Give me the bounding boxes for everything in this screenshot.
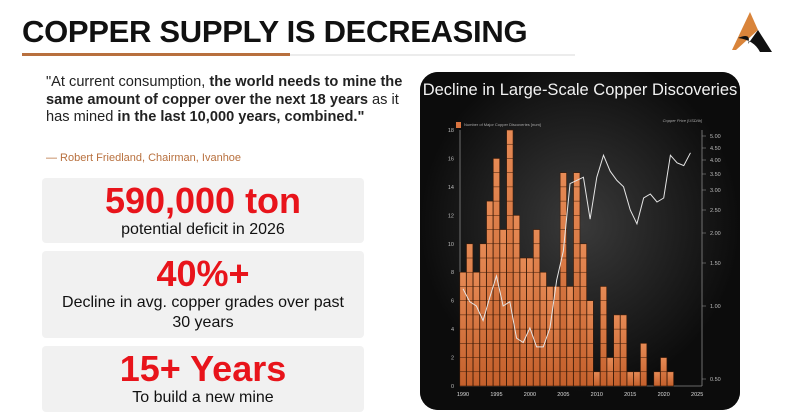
- y-left-tick-label: 16: [448, 156, 454, 162]
- y-left-tick-label: 12: [448, 213, 454, 219]
- bar: [546, 286, 554, 387]
- bar: [533, 229, 541, 387]
- quote-part-bold: in the last 10,000 years, combined.": [117, 109, 365, 125]
- y-right-tick-label: 4.50: [710, 146, 721, 152]
- bar: [626, 371, 634, 387]
- copper-price-line: [462, 152, 691, 348]
- bar: [593, 371, 601, 387]
- x-tick-label: 2015: [624, 392, 636, 398]
- bar: [653, 371, 661, 387]
- y-left-tick-label: 4: [451, 327, 454, 333]
- stat-label: To build a new mine: [132, 389, 274, 406]
- stat-label: Decline in avg. copper grades over past …: [62, 294, 344, 331]
- stat-card-mine-time: 15+ Years To build a new mine: [42, 346, 364, 412]
- stat-card-grades: 40%+ Decline in avg. copper grades over …: [42, 251, 364, 338]
- y-left-tick-label: 6: [451, 299, 454, 305]
- stat-value: 590,000 ton: [104, 180, 302, 221]
- y-left-tick-label: 0: [451, 384, 454, 390]
- stat-value: 40%+: [156, 253, 250, 294]
- bar: [553, 286, 561, 387]
- bar: [499, 229, 507, 387]
- y-left-tick-label: 18: [448, 128, 454, 134]
- x-tick-label: 2010: [591, 392, 603, 398]
- y-right-tick-label: 4.00: [710, 158, 721, 164]
- x-tick-label: 2005: [557, 392, 569, 398]
- bar: [666, 371, 674, 387]
- bar: [599, 286, 607, 387]
- page-title: COPPER SUPPLY IS DECREASING: [22, 14, 528, 49]
- bar: [613, 314, 621, 387]
- company-logo: [732, 12, 772, 52]
- quote-part: "At current consumption,: [46, 74, 210, 90]
- bar: [620, 314, 628, 387]
- y-right-tick-label: 1.50: [710, 261, 721, 267]
- quote-attribution: — Robert Friedland, Chairman, Ivanhoe: [46, 152, 242, 164]
- discoveries-chart: 0 2 4 6 8 10 12 14 16 18 1990 1995 2000 2005 2010 2015 2…: [420, 72, 740, 410]
- x-tick-label: 1990: [457, 392, 469, 398]
- quote-part: as it has mined: [46, 91, 399, 126]
- quote-text: "At current consumption, the world needs…: [46, 74, 426, 127]
- x-tick-label: 2000: [524, 392, 536, 398]
- x-tick-label: 2025: [691, 392, 703, 398]
- title-divider: [22, 54, 575, 56]
- y-right-tick-label: 1.00: [710, 304, 721, 310]
- bar: [559, 172, 567, 387]
- stat-value: 15+ Years: [119, 348, 287, 389]
- y-left-tick-label: 2: [451, 356, 454, 362]
- y-right-tick-label: 2.00: [710, 231, 721, 237]
- bar: [519, 257, 527, 387]
- y-left-tick-label: 14: [448, 185, 454, 191]
- bar: [633, 371, 641, 387]
- y-left-tick-label: 8: [451, 270, 454, 276]
- y-right-tick-label: 0.50: [710, 377, 721, 383]
- chart-panel: 0 2 4 6 8 10 12 14 16 18 1990 1995 2000 2005 2010 2015 2…: [420, 72, 740, 410]
- chart-title: Decline in Large-Scale Copper Discoverie…: [422, 81, 738, 99]
- bar: [526, 257, 534, 387]
- legend-bar-swatch: [456, 122, 461, 128]
- bar: [566, 286, 574, 387]
- bar: [640, 343, 648, 387]
- legend-bar-label: Number of Major Copper Discoveries [num]: [464, 122, 541, 127]
- y-right-tick-label: 3.00: [710, 188, 721, 194]
- y-right-tick-label: 3.50: [710, 172, 721, 178]
- stat-card-deficit: 590,000 ton potential deficit in 2026: [42, 178, 364, 243]
- legend-line-label: Copper Price [USD/lb]: [663, 118, 703, 123]
- stat-label: potential deficit in 2026: [121, 221, 285, 238]
- bar: [486, 200, 494, 387]
- y-right-tick-label: 5.00: [710, 134, 721, 140]
- quote-part-bold: the world needs to mine the same amount …: [46, 74, 403, 108]
- y-left-tick-label: 10: [448, 242, 454, 248]
- title-accent-bar: [22, 53, 290, 56]
- y-right-tick-label: 2.50: [710, 208, 721, 214]
- x-tick-label: 2020: [658, 392, 670, 398]
- bar: [573, 172, 581, 387]
- x-tick-label: 1995: [490, 392, 502, 398]
